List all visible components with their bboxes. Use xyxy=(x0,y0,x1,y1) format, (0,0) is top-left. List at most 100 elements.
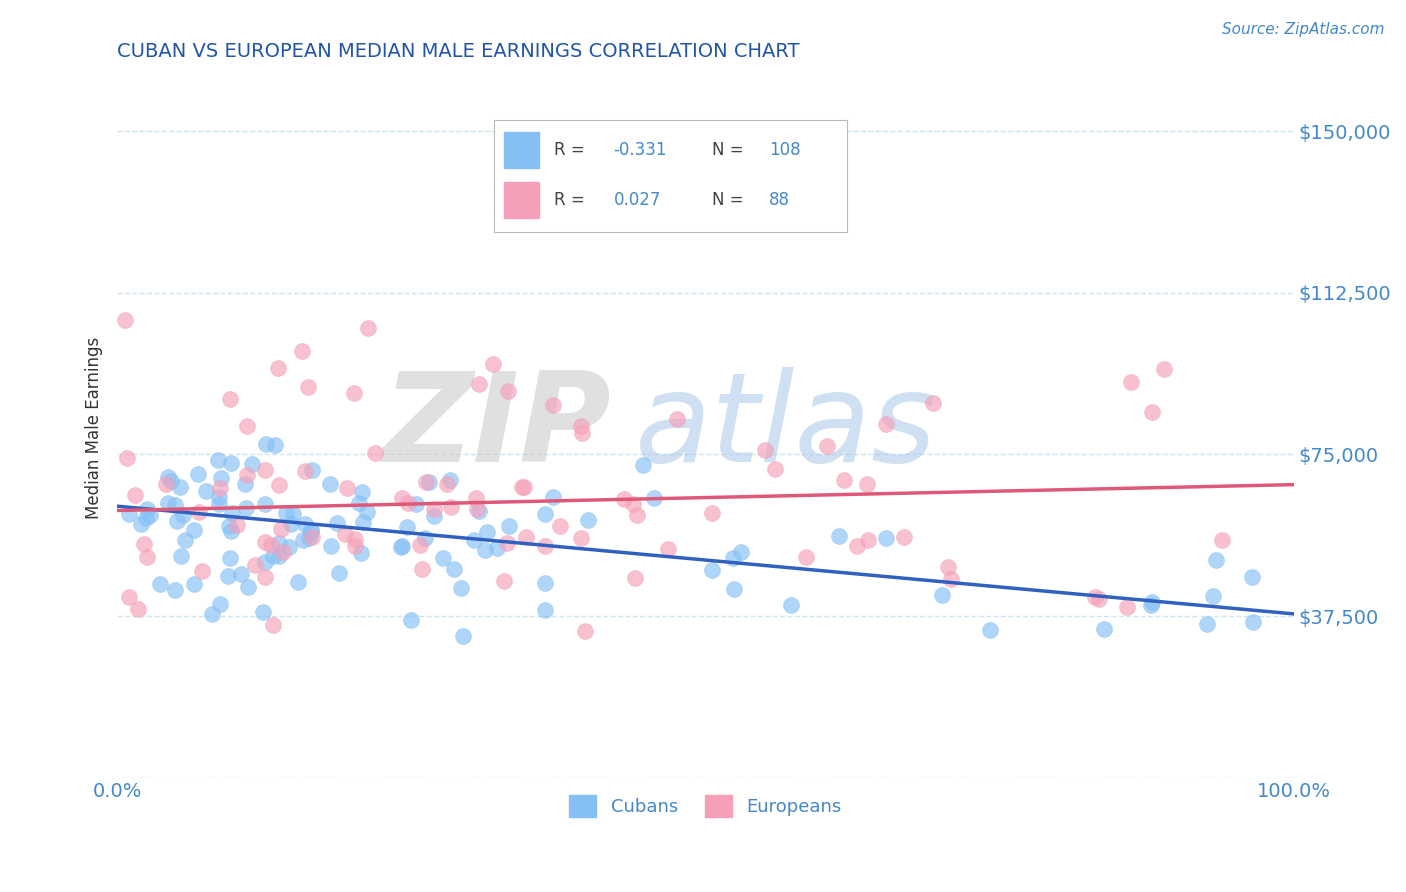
Point xyxy=(481,357,503,371)
Point xyxy=(411,562,433,576)
Point xyxy=(149,577,172,591)
Point xyxy=(352,515,374,529)
Point xyxy=(200,607,222,621)
Point xyxy=(363,446,385,460)
Point xyxy=(931,588,953,602)
Point xyxy=(496,384,519,399)
Point xyxy=(325,516,347,531)
Point xyxy=(626,508,648,523)
Point xyxy=(267,361,290,376)
Point xyxy=(440,500,463,514)
Point xyxy=(631,458,654,472)
Point xyxy=(118,508,141,522)
Point xyxy=(342,386,364,401)
Point xyxy=(1211,533,1233,547)
Point xyxy=(569,418,592,433)
Point xyxy=(221,506,243,520)
Point xyxy=(350,546,373,560)
Point xyxy=(534,576,557,591)
Point xyxy=(569,531,592,545)
Point xyxy=(347,496,370,510)
Point xyxy=(1140,595,1163,609)
Point xyxy=(413,531,436,545)
Point xyxy=(665,411,688,425)
Point xyxy=(267,536,290,550)
Point xyxy=(291,344,314,359)
Point xyxy=(138,508,160,523)
Point xyxy=(443,561,465,575)
Point xyxy=(391,540,413,554)
Y-axis label: Median Male Earnings: Median Male Earnings xyxy=(86,336,103,519)
Point xyxy=(299,524,322,539)
Point xyxy=(1142,404,1164,418)
Point xyxy=(1241,615,1264,630)
Point xyxy=(875,417,897,431)
Point xyxy=(118,591,141,605)
Point xyxy=(1092,623,1115,637)
Point xyxy=(922,396,945,410)
Point xyxy=(135,511,157,525)
Point xyxy=(1119,375,1142,389)
Point xyxy=(240,457,263,471)
Point xyxy=(263,618,285,632)
Point xyxy=(643,491,665,505)
Point xyxy=(236,580,259,594)
Point xyxy=(396,496,419,510)
Point xyxy=(297,380,319,394)
Point xyxy=(254,555,277,569)
Point xyxy=(208,481,231,495)
Point xyxy=(534,539,557,553)
Point xyxy=(356,320,378,334)
Point xyxy=(221,456,243,470)
Point xyxy=(856,533,879,547)
Point xyxy=(700,506,723,520)
Point xyxy=(226,517,249,532)
Point xyxy=(463,533,485,548)
Point xyxy=(294,516,316,531)
Point xyxy=(254,437,277,451)
Point xyxy=(832,473,855,487)
Point xyxy=(219,551,242,566)
Point xyxy=(399,614,422,628)
Point xyxy=(254,570,277,584)
Point xyxy=(219,524,242,539)
Point xyxy=(498,519,520,533)
Point xyxy=(235,500,257,515)
Point xyxy=(389,541,412,555)
Point xyxy=(450,582,472,596)
Point xyxy=(794,550,817,565)
Point xyxy=(183,577,205,591)
Point xyxy=(218,392,240,406)
Point xyxy=(415,475,437,490)
Point xyxy=(405,497,427,511)
Point xyxy=(165,582,187,597)
Point xyxy=(941,572,963,586)
Point xyxy=(979,623,1001,637)
Point xyxy=(721,551,744,566)
Point xyxy=(436,476,458,491)
Point xyxy=(464,491,486,505)
Point xyxy=(191,564,214,578)
Point xyxy=(395,519,418,533)
Point xyxy=(263,438,285,452)
Point xyxy=(299,524,322,538)
Point xyxy=(828,529,851,543)
Point xyxy=(183,523,205,537)
Point xyxy=(245,558,267,572)
Point xyxy=(163,498,186,512)
Point xyxy=(700,563,723,577)
Point xyxy=(157,496,180,510)
Point xyxy=(253,462,276,476)
Point xyxy=(754,442,776,457)
Point xyxy=(253,535,276,549)
Point xyxy=(548,519,571,533)
Point xyxy=(423,508,446,523)
Point xyxy=(465,502,488,516)
Point xyxy=(270,522,292,536)
Point xyxy=(134,537,156,551)
Point xyxy=(287,574,309,589)
Point xyxy=(571,425,593,440)
Point xyxy=(356,505,378,519)
Point xyxy=(875,531,897,545)
Point xyxy=(343,532,366,546)
